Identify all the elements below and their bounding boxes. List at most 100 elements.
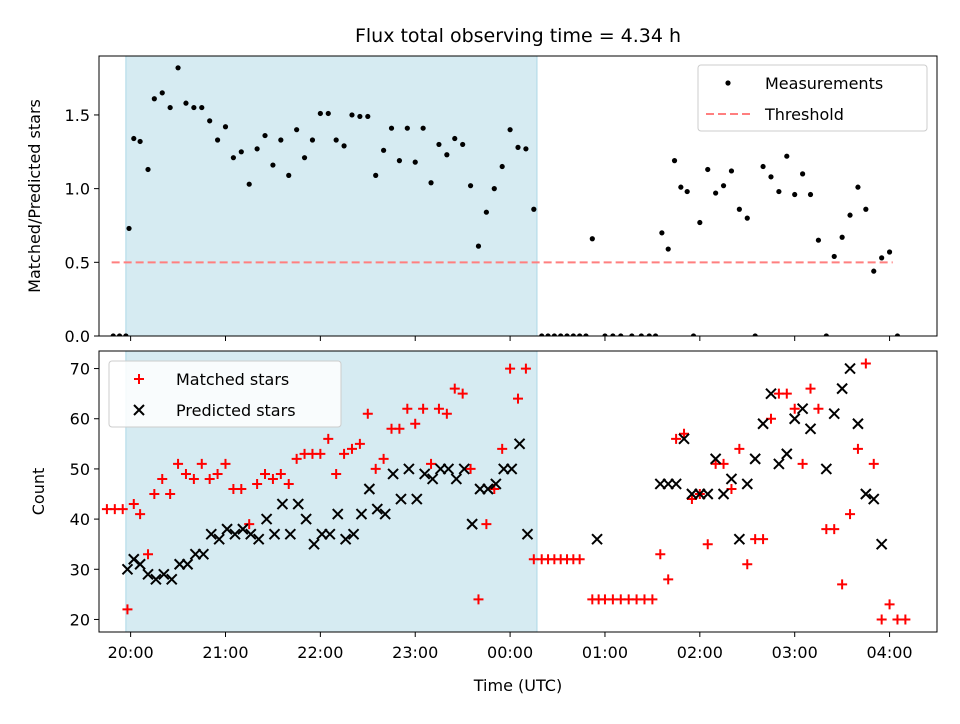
predicted-star-point bbox=[252, 533, 265, 545]
matched-star-point bbox=[734, 443, 745, 454]
predicted-star-point bbox=[749, 453, 761, 465]
measurement-point bbox=[713, 190, 719, 196]
matched-star-point bbox=[418, 403, 429, 414]
predicted-star-point bbox=[150, 573, 162, 586]
measurement-point bbox=[728, 168, 735, 174]
x-tick-label: 23:00 bbox=[392, 643, 438, 662]
predicted-star-point bbox=[505, 463, 518, 475]
matched-star-point bbox=[457, 388, 468, 399]
measurement-point bbox=[381, 147, 387, 153]
predicted-star-point bbox=[733, 533, 746, 545]
predicted-star-point bbox=[458, 463, 470, 475]
predicted-star-point bbox=[796, 402, 809, 415]
measurement-point bbox=[388, 125, 395, 131]
measurement-point bbox=[531, 206, 537, 212]
predicted-star-point bbox=[213, 533, 225, 545]
matched-star-point bbox=[884, 599, 895, 610]
predicted-star-point bbox=[490, 478, 502, 490]
predicted-star-point bbox=[245, 528, 257, 540]
measurement-point bbox=[638, 333, 644, 336]
predicted-star-point bbox=[868, 493, 880, 505]
predicted-star-point bbox=[292, 498, 304, 510]
matched-star-point bbox=[378, 453, 389, 464]
measurement-point bbox=[671, 158, 678, 164]
matched-star-point bbox=[900, 614, 911, 625]
matched-star-point bbox=[173, 458, 184, 469]
matched-star-point bbox=[346, 443, 357, 454]
measurement-point bbox=[823, 333, 829, 336]
predicted-star-point bbox=[300, 513, 312, 525]
matched-star-point bbox=[252, 478, 263, 489]
measurement-point bbox=[452, 135, 458, 142]
measurement-point bbox=[357, 113, 363, 120]
matched-star-point bbox=[220, 458, 231, 469]
matched-stars-series bbox=[101, 358, 911, 625]
count-panel: 20 30 40 50 60 70 20:00 21:00 22:00 23:00 00:00 01:… bbox=[29, 350, 938, 695]
predicted-star-point bbox=[121, 563, 134, 575]
measurement-point bbox=[246, 181, 252, 187]
measurement-point bbox=[183, 100, 189, 106]
measurement-point bbox=[618, 333, 624, 336]
matched-star-point bbox=[829, 524, 840, 535]
predicted-star-point bbox=[229, 528, 241, 540]
measurement-point bbox=[523, 146, 529, 152]
x-tick-label: 21:00 bbox=[202, 643, 248, 662]
matched-star-point bbox=[797, 458, 808, 469]
measurement-point bbox=[309, 137, 316, 143]
matched-star-point bbox=[663, 574, 674, 585]
legend-box bbox=[108, 360, 342, 428]
measurement-point bbox=[646, 333, 652, 336]
matched-star-point bbox=[845, 509, 856, 520]
measurement-point bbox=[214, 137, 221, 143]
measurement-point bbox=[602, 333, 608, 336]
measurement-point bbox=[678, 184, 684, 190]
matched-star-point bbox=[655, 549, 666, 560]
measurement-point bbox=[839, 234, 845, 240]
ratio-panel: 0.0 0.5 1.0 1.5 Matched/Predicted stars Measu… bbox=[25, 55, 938, 346]
matched-star-point bbox=[805, 383, 816, 394]
predicted-star-point bbox=[284, 528, 297, 540]
measurement-point bbox=[570, 333, 576, 336]
matched-star-point bbox=[473, 594, 484, 605]
predicted-star-point bbox=[166, 573, 178, 586]
measurement-point bbox=[589, 236, 595, 242]
predicted-star-point bbox=[158, 568, 170, 581]
matched-star-point bbox=[283, 478, 294, 489]
matched-star-point bbox=[410, 418, 421, 429]
predicted-star-point bbox=[765, 387, 777, 400]
measurement-point bbox=[412, 159, 418, 165]
matched-star-point bbox=[505, 363, 516, 374]
predicted-star-point bbox=[521, 528, 534, 540]
matched-star-point bbox=[165, 489, 176, 500]
measurement-point bbox=[515, 144, 521, 150]
measurement-point bbox=[744, 215, 750, 221]
predicted-star-point bbox=[371, 503, 383, 515]
measurement-point bbox=[428, 180, 434, 186]
measurement-point bbox=[760, 163, 766, 170]
predicted-star-point bbox=[237, 523, 249, 535]
matched-star-point bbox=[513, 393, 523, 404]
axes-frame bbox=[98, 350, 938, 633]
legend-measurement-marker bbox=[725, 80, 731, 86]
matched-star-point bbox=[267, 473, 278, 484]
measurement-point bbox=[270, 162, 276, 168]
x-tick-label: 03:00 bbox=[772, 643, 818, 662]
predicted-star-point bbox=[875, 538, 888, 550]
measurement-point bbox=[151, 96, 157, 102]
predicted-star-point bbox=[134, 558, 146, 570]
matched-star-point bbox=[852, 443, 863, 454]
measurement-point bbox=[191, 104, 197, 111]
predicted-star-point bbox=[450, 473, 463, 485]
measurement-point bbox=[768, 174, 774, 180]
predicted-star-point bbox=[741, 478, 753, 490]
measurement-point bbox=[137, 138, 143, 145]
matched-star-point bbox=[117, 504, 128, 515]
predicted-star-point bbox=[426, 473, 439, 485]
predicted-star-point bbox=[828, 408, 840, 420]
predicted-star-point bbox=[387, 468, 399, 480]
matched-star-point bbox=[370, 463, 381, 474]
measurement-point bbox=[551, 333, 557, 336]
y-tick-label: 0.5 bbox=[65, 253, 90, 272]
predicted-star-point bbox=[308, 538, 320, 550]
measurement-point bbox=[697, 219, 703, 226]
